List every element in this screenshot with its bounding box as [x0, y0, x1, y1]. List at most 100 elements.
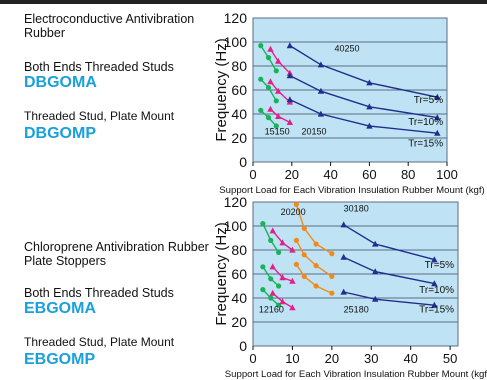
- section-1-mount-1: Both Ends Threaded Studs: [24, 60, 174, 74]
- data-point: [372, 240, 379, 247]
- data-point: [301, 273, 307, 279]
- data-point: [273, 68, 279, 74]
- data-point: [258, 76, 264, 82]
- data-point: [268, 276, 274, 282]
- data-point: [434, 129, 441, 136]
- y-tick-label: 20: [231, 130, 247, 146]
- data-point: [275, 87, 282, 94]
- data-point: [329, 273, 335, 279]
- data-point: [269, 263, 276, 270]
- data-point: [431, 301, 438, 308]
- data-point: [265, 85, 272, 91]
- x-tick-label: 60: [362, 167, 376, 182]
- y-axis-title: Frequency (Hz): [213, 222, 230, 325]
- transmissibility-label: Tr=5%: [414, 95, 443, 106]
- model-capacity-label: 30180: [344, 204, 369, 214]
- series-line: [295, 204, 333, 255]
- transmissibility-label: Tr=15%: [408, 138, 443, 149]
- data-point: [267, 78, 274, 85]
- data-point: [372, 268, 379, 275]
- data-point: [286, 42, 294, 49]
- top-rule: [0, 0, 487, 4]
- x-tick-label: 30: [364, 351, 378, 366]
- x-tick-label: 100: [436, 167, 458, 182]
- series-line: [289, 74, 438, 119]
- y-tick-label: 40: [231, 106, 247, 122]
- y-tick-label: 100: [224, 218, 248, 234]
- data-point: [293, 261, 299, 267]
- y-tick-label: 60: [231, 82, 247, 98]
- data-point: [286, 119, 294, 125]
- data-point: [313, 241, 319, 247]
- data-point: [276, 283, 282, 289]
- x-tick-label: 0: [249, 167, 256, 182]
- data-point: [301, 225, 307, 231]
- data-point: [313, 283, 319, 289]
- x-axis-title: Support Load for Each Vibration Insulati…: [219, 185, 484, 196]
- data-point: [301, 252, 307, 258]
- x-tick-label: 40: [323, 167, 337, 182]
- data-point: [366, 103, 373, 110]
- data-point: [269, 227, 276, 234]
- data-point: [258, 43, 264, 49]
- data-point: [431, 280, 438, 287]
- data-point: [258, 107, 264, 113]
- data-point: [329, 251, 335, 257]
- series-line: [289, 45, 438, 98]
- y-axis-title: Frequency (Hz): [213, 38, 230, 141]
- y-tick-label: 80: [231, 58, 247, 74]
- data-point: [265, 55, 272, 61]
- data-point: [340, 253, 347, 260]
- section-1-title: Electroconductive Antivibration Rubber: [24, 12, 195, 40]
- section-2-model-1: EBGOMA: [24, 300, 96, 317]
- data-point: [276, 249, 282, 255]
- data-point: [260, 264, 266, 270]
- data-point: [269, 289, 276, 296]
- data-point: [279, 274, 286, 281]
- section-2-mount-1: Both Ends Threaded Studs: [24, 286, 174, 300]
- y-tick-label: 120: [224, 194, 248, 210]
- data-point: [293, 201, 299, 207]
- y-tick-label: 0: [239, 154, 247, 170]
- data-point: [279, 239, 286, 246]
- data-point: [317, 61, 325, 68]
- y-tick-label: 100: [224, 34, 248, 50]
- x-tick-label: 0: [249, 351, 256, 366]
- transmissibility-label: Tr=10%: [408, 117, 443, 128]
- data-point: [279, 298, 286, 305]
- model-capacity-label: 20200: [281, 207, 306, 217]
- data-point: [286, 72, 294, 79]
- y-tick-label: 120: [224, 10, 248, 26]
- data-point: [275, 57, 282, 64]
- section-1-model-2: DBGOMP: [24, 125, 96, 142]
- data-point: [273, 98, 279, 104]
- data-point: [366, 122, 373, 129]
- data-point: [260, 287, 266, 293]
- data-point: [329, 290, 335, 296]
- data-point: [275, 113, 282, 119]
- data-point: [273, 123, 279, 129]
- chart-2: 0 20 40 60 80 100 120 0 10 20 30 40 50 Frequency (Hz)…: [213, 194, 487, 380]
- section-2-model-2: EBGOMP: [24, 351, 96, 368]
- y-tick-label: 20: [231, 314, 247, 330]
- data-point: [340, 288, 347, 295]
- section-1-model-1: DBGOMA: [24, 74, 97, 91]
- data-point: [434, 93, 441, 100]
- transmissibility-label: Tr=5%: [425, 260, 454, 271]
- section-2-mount-2: Threaded Stud, Plate Mount: [24, 335, 175, 349]
- data-point: [286, 96, 294, 103]
- data-point: [293, 237, 299, 243]
- model-capacity-label: 25180: [344, 304, 369, 314]
- data-point: [289, 277, 296, 284]
- x-tick-label: 20: [325, 351, 339, 366]
- data-point: [434, 114, 441, 121]
- data-point: [268, 295, 274, 301]
- series-line: [289, 98, 438, 134]
- data-point: [268, 237, 274, 243]
- data-point: [340, 221, 347, 228]
- series-line: [295, 240, 333, 277]
- x-tick-label: 80: [401, 167, 415, 182]
- section-1-mount-2: Threaded Stud, Plate Mount: [24, 109, 175, 123]
